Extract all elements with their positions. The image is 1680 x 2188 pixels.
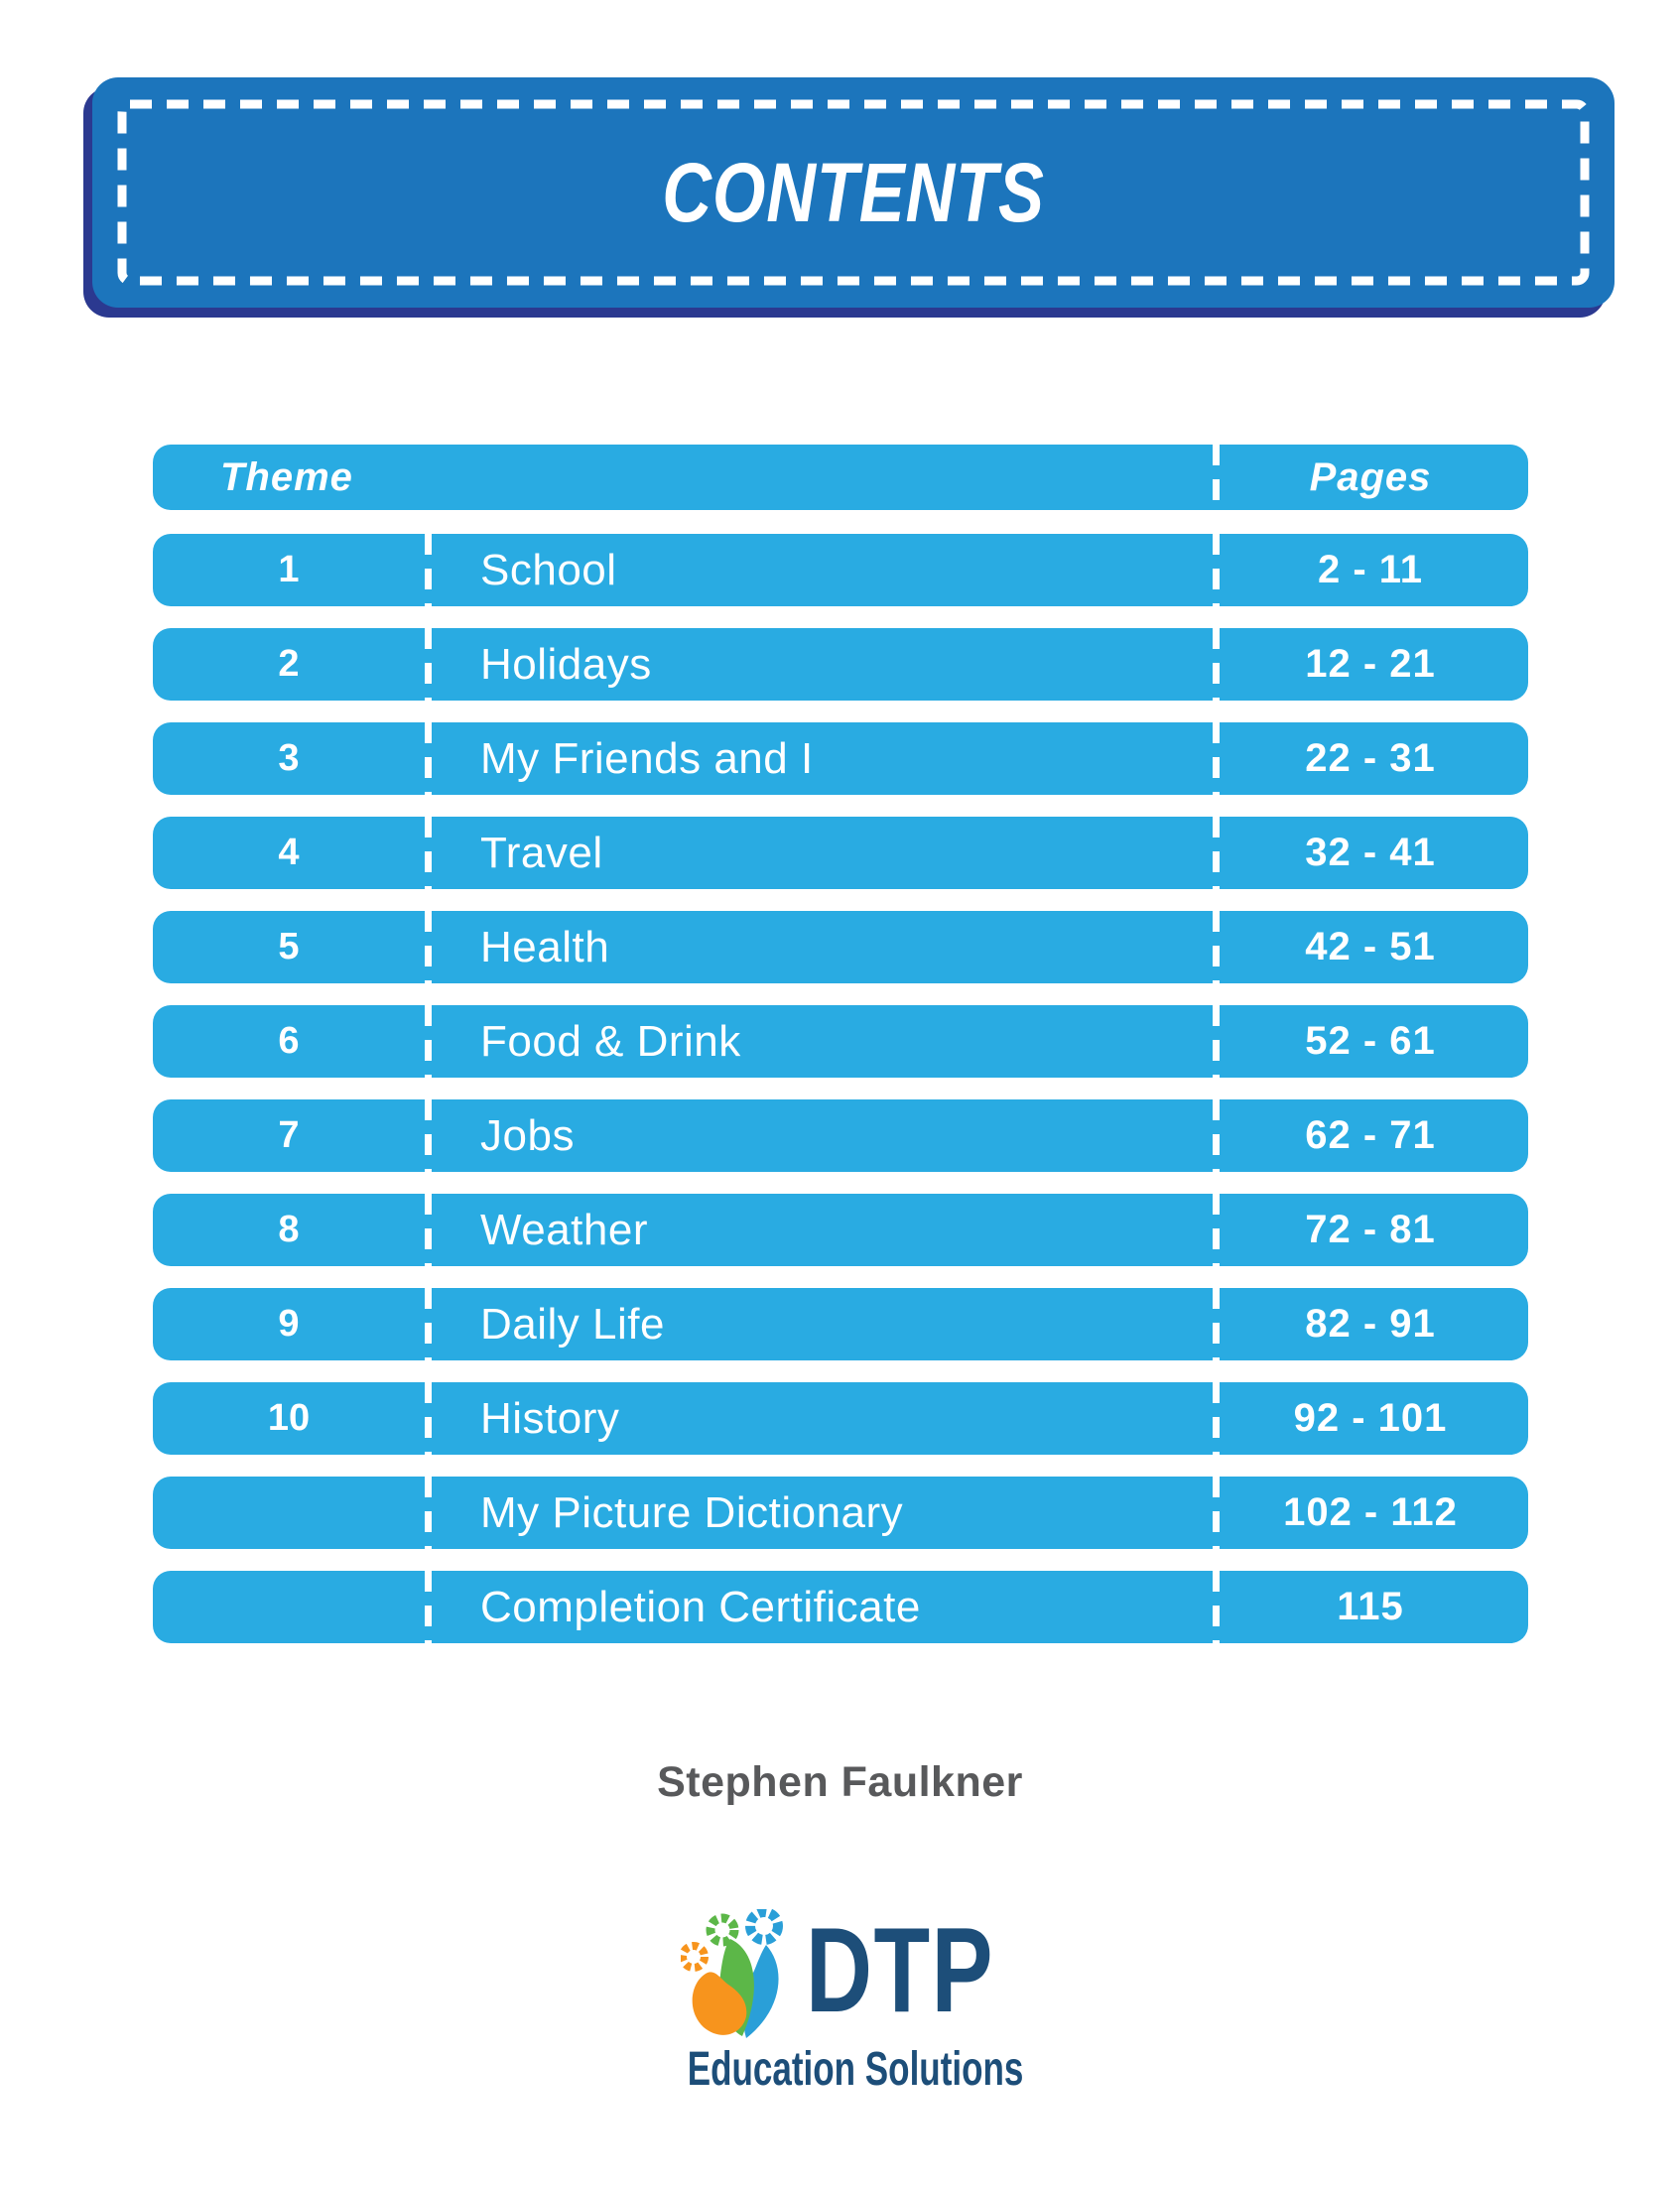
contents-banner: CONTENTS: [92, 77, 1615, 308]
column-separator-dashed-line: [1213, 817, 1220, 889]
row-theme-number: [153, 1571, 425, 1643]
row-theme-number: 8: [278, 1209, 300, 1250]
toc-row: My Picture Dictionary 102 - 112: [153, 1477, 1528, 1549]
column-separator-dashed-line: [1213, 1571, 1220, 1643]
row-theme-title: My Friends and I: [480, 733, 814, 783]
row-page-range: 12 - 21: [1305, 642, 1436, 686]
column-separator-dashed-line: [425, 1477, 432, 1549]
row-page-range: 102 - 112: [1283, 1490, 1458, 1534]
row-page-range: 42 - 51: [1305, 925, 1436, 968]
toc-rows-container: 1 School 2 - 11 2 Holidays 12 - 21 3 My …: [153, 534, 1528, 1643]
banner-dashed-border: [117, 99, 1590, 286]
column-separator-dashed-line: [425, 1382, 432, 1455]
row-page-range: 72 - 81: [1305, 1208, 1436, 1251]
row-theme-number: 7: [278, 1114, 300, 1156]
column-separator-dashed-line: [1213, 722, 1220, 795]
row-theme-title: Holidays: [480, 639, 652, 689]
theme-column-header: Theme: [220, 454, 353, 499]
row-theme-title: School: [480, 545, 617, 594]
column-separator-dashed-line: [425, 1571, 432, 1643]
dtp-logo-people-icon: [681, 1909, 783, 2038]
column-separator-dashed-line: [425, 628, 432, 701]
column-separator-dashed-line: [425, 722, 432, 795]
toc-row: 4 Travel 32 - 41: [153, 817, 1528, 889]
toc-row: Completion Certificate 115: [153, 1571, 1528, 1643]
toc-row: 3 My Friends and I 22 - 31: [153, 722, 1528, 795]
column-separator-dashed-line: [1213, 1477, 1220, 1549]
toc-row: 9 Daily Life 82 - 91: [153, 1288, 1528, 1360]
row-page-range: 62 - 71: [1305, 1113, 1436, 1157]
row-theme-title: Jobs: [480, 1110, 575, 1160]
row-theme-number: [153, 1477, 425, 1549]
column-separator-dashed-line: [1213, 1005, 1220, 1078]
row-theme-title: My Picture Dictionary: [480, 1487, 904, 1537]
column-separator-dashed-line: [1213, 1382, 1220, 1455]
row-theme-number: 10: [267, 1397, 311, 1439]
row-theme-title: Daily Life: [480, 1299, 665, 1349]
row-page-range: 2 - 11: [1317, 548, 1424, 591]
row-theme-title: Weather: [480, 1205, 648, 1254]
row-theme-number: 5: [278, 926, 300, 967]
column-separator-dashed-line: [425, 534, 432, 606]
column-separator-dashed-line: [425, 817, 432, 889]
dtp-logo-tagline: Education Solutions: [687, 2043, 1024, 2096]
toc-table: Theme Pages 1 School 2 - 11 2 Holidays 1…: [153, 445, 1528, 1665]
toc-row: 6 Food & Drink 52 - 61: [153, 1005, 1528, 1078]
row-theme-number: 3: [278, 737, 300, 779]
column-separator-dashed-line: [425, 1288, 432, 1360]
column-separator-dashed-line: [425, 1005, 432, 1078]
column-separator-dashed-line: [1213, 628, 1220, 701]
page-title: CONTENTS: [662, 145, 1045, 239]
row-page-range: 22 - 31: [1305, 736, 1436, 780]
column-separator-dashed-line: [1213, 1099, 1220, 1172]
toc-row: 1 School 2 - 11: [153, 534, 1528, 606]
toc-row: 2 Holidays 12 - 21: [153, 628, 1528, 701]
row-theme-number: 6: [278, 1020, 300, 1062]
row-theme-title: History: [480, 1393, 620, 1443]
row-page-range: 82 - 91: [1305, 1302, 1436, 1346]
row-page-range: 32 - 41: [1305, 831, 1436, 874]
dtp-logo-abbr: DTP: [806, 1902, 994, 2037]
column-separator-dashed-line: [1213, 445, 1220, 510]
row-page-range: 115: [1337, 1585, 1404, 1628]
column-separator-dashed-line: [1213, 911, 1220, 983]
pages-column-header: Pages: [1309, 454, 1432, 499]
toc-row: 8 Weather 72 - 81: [153, 1194, 1528, 1266]
dtp-logo: DTP Education Solutions: [631, 1901, 1048, 2096]
toc-row: 5 Health 42 - 51: [153, 911, 1528, 983]
author-name: Stephen Faulkner: [657, 1758, 1023, 1806]
column-separator-dashed-line: [425, 1099, 432, 1172]
row-page-range: 52 - 61: [1305, 1019, 1436, 1063]
column-separator-dashed-line: [1213, 534, 1220, 606]
row-theme-number: 9: [278, 1303, 300, 1345]
row-theme-number: 1: [278, 549, 300, 590]
row-theme-number: 4: [278, 832, 300, 873]
row-theme-title: Travel: [480, 828, 603, 877]
row-page-range: 92 - 101: [1293, 1396, 1448, 1440]
row-theme-number: 2: [278, 643, 300, 685]
toc-header-row: Theme Pages: [153, 445, 1528, 510]
column-separator-dashed-line: [1213, 1288, 1220, 1360]
toc-row: 10 History 92 - 101: [153, 1382, 1528, 1455]
row-theme-title: Health: [480, 922, 610, 971]
column-separator-dashed-line: [425, 1194, 432, 1266]
row-theme-title: Completion Certificate: [480, 1582, 921, 1631]
column-separator-dashed-line: [425, 911, 432, 983]
row-theme-title: Food & Drink: [480, 1016, 741, 1066]
column-separator-dashed-line: [1213, 1194, 1220, 1266]
toc-row: 7 Jobs 62 - 71: [153, 1099, 1528, 1172]
